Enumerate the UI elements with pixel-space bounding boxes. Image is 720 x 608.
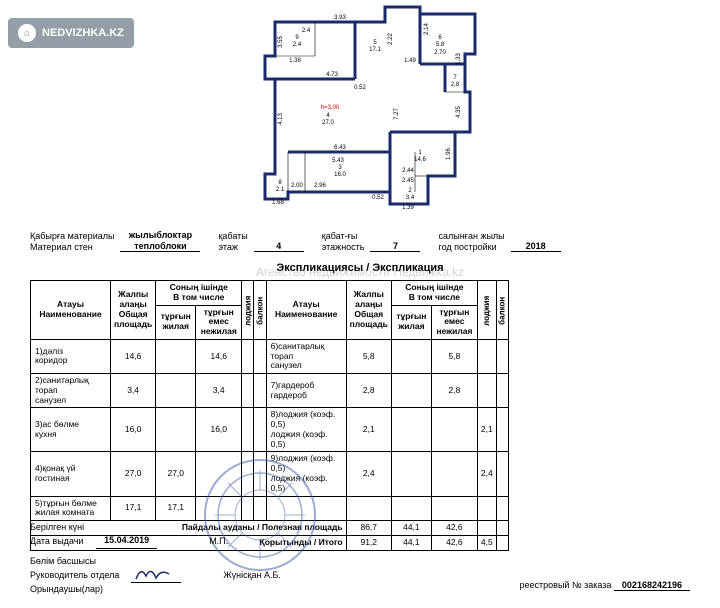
- head-name: Жүнісқан А.Б.: [223, 569, 281, 583]
- th-living-r: тұрғынжилая: [391, 305, 431, 339]
- svg-text:2.4: 2.4: [302, 28, 311, 34]
- th-total-l: ЖалпыалаңыОбщаяплощадь: [111, 281, 156, 340]
- svg-text:8: 8: [278, 180, 282, 186]
- floor-label-ru: этаж: [218, 242, 247, 252]
- svg-text:2.4: 2.4: [293, 42, 302, 48]
- svg-text:2.14: 2.14: [424, 23, 430, 35]
- th-nonliving-r: тұрғын емеснежилая: [431, 305, 477, 339]
- mp-label: М.П.: [209, 535, 228, 549]
- svg-text:1: 1: [418, 150, 422, 156]
- th-name-l: АтауыНаименование: [31, 281, 111, 340]
- svg-text:6: 6: [438, 35, 442, 41]
- svg-text:1.38: 1.38: [289, 58, 301, 64]
- th-incl-l: Соның ішіндеВ том числе: [156, 281, 242, 306]
- year-label-kk: салынған жылы: [438, 231, 504, 241]
- table-row: 1)дәлізкоридор14,614,66)санитарлық торап…: [31, 339, 509, 373]
- svg-text:3.93: 3.93: [334, 15, 346, 21]
- svg-text:2.70: 2.70: [434, 50, 446, 56]
- svg-text:5.8: 5.8: [436, 42, 445, 48]
- material-value-ru: теплоблоки: [126, 241, 194, 251]
- floorplan: h=3.00 4 27.0 1 14.6 3 16.0 5 17.1 6 5.8…: [260, 4, 490, 214]
- head-label-kk: Бөлім басшысы: [30, 555, 119, 569]
- date-label-kk: Берілген күні: [30, 521, 84, 535]
- th-living-l: тұрғынжилая: [156, 305, 196, 339]
- svg-text:5.43: 5.43: [332, 158, 344, 164]
- storeys-label-kk: қабат-ғы: [322, 231, 365, 241]
- svg-text:4.73: 4.73: [326, 72, 338, 78]
- th-balcony-l: балкон: [254, 281, 266, 340]
- material-label-ru: Материал стен: [30, 242, 114, 252]
- svg-text:2.22: 2.22: [388, 33, 394, 45]
- svg-text:4.35: 4.35: [456, 106, 462, 118]
- floor-value: 4: [254, 241, 304, 252]
- order-number: реестровый № заказа 002168242196: [520, 580, 690, 590]
- svg-text:2.00: 2.00: [291, 183, 303, 189]
- material-label-kk: Қабырға материалы: [30, 231, 114, 241]
- storeys-label-ru: этажность: [322, 242, 365, 252]
- storeys-value: 7: [370, 241, 420, 252]
- date-label-ru: Дата выдачи: [30, 535, 84, 549]
- svg-text:2.44: 2.44: [402, 168, 414, 174]
- watermark-badge: ⌂ NEDVIZHKA.KZ: [8, 18, 134, 48]
- head-label-ru: Руководитель отдела: [30, 569, 119, 583]
- svg-text:0.52: 0.52: [354, 85, 366, 91]
- home-icon: ⌂: [18, 24, 36, 42]
- svg-text:3.55: 3.55: [278, 36, 284, 48]
- svg-text:2: 2: [408, 188, 412, 194]
- floor-label-kk: қабаты: [218, 231, 247, 241]
- th-name-r: АтауыНаименование: [266, 281, 346, 340]
- th-incl-r: Соның ішіндеВ том числе: [391, 281, 477, 306]
- svg-text:27.0: 27.0: [322, 120, 334, 126]
- svg-text:2.96: 2.96: [314, 183, 326, 189]
- svg-text:4: 4: [326, 113, 330, 119]
- svg-text:1.39: 1.39: [402, 205, 414, 211]
- svg-text:1.33: 1.33: [456, 53, 462, 65]
- svg-text:1.96: 1.96: [446, 148, 452, 160]
- svg-text:7.27: 7.27: [394, 108, 400, 120]
- svg-text:2.8: 2.8: [451, 82, 460, 88]
- th-total-r: ЖалпыалаңыОбщаяплощадь: [346, 281, 391, 340]
- material-value-kk: жылыблоктар: [126, 230, 194, 240]
- svg-text:3.4: 3.4: [406, 195, 415, 201]
- th-balcony-r: балкон: [496, 281, 508, 340]
- svg-text:0.52: 0.52: [372, 195, 384, 201]
- svg-text:7: 7: [453, 75, 457, 81]
- svg-text:14.6: 14.6: [414, 157, 426, 163]
- svg-text:5: 5: [373, 40, 377, 46]
- svg-text:9: 9: [295, 35, 299, 41]
- table-row: 3)ас бөлмекухня16,016,08)лоджия (коэф. 0…: [31, 408, 509, 452]
- svg-text:17.1: 17.1: [369, 47, 381, 53]
- svg-text:1.49: 1.49: [404, 58, 416, 64]
- table-row: 2)санитарлық торапсанузел3,43,47)гардеро…: [31, 374, 509, 408]
- year-value: 2018: [511, 241, 561, 252]
- svg-text:4.13: 4.13: [278, 113, 284, 125]
- date-value: 15.04.2019: [96, 534, 157, 549]
- th-nonliving-l: тұрғын емеснежилая: [196, 305, 242, 339]
- header-row: Қабырға материалы Материал стен жылыблок…: [30, 230, 690, 252]
- signature: [131, 582, 181, 583]
- section-title: Экспликациясы / Экспликация: [0, 262, 720, 274]
- svg-text:1.68: 1.68: [272, 200, 284, 206]
- year-label-ru: год постройки: [438, 242, 504, 252]
- svg-text:h=3.00: h=3.00: [321, 105, 340, 111]
- svg-text:3: 3: [338, 165, 342, 171]
- svg-text:2.45: 2.45: [402, 178, 414, 184]
- svg-text:16.0: 16.0: [334, 172, 346, 178]
- watermark-text: NEDVIZHKA.KZ: [42, 27, 124, 39]
- svg-text:2.1: 2.1: [276, 187, 285, 193]
- svg-text:6.43: 6.43: [334, 145, 346, 151]
- th-loggia-r: лоджия: [477, 281, 496, 340]
- document-page: ⌂ NEDVIZHKA.KZ Агенство недвижимости Нед…: [0, 0, 720, 608]
- th-loggia-l: лоджия: [242, 281, 254, 340]
